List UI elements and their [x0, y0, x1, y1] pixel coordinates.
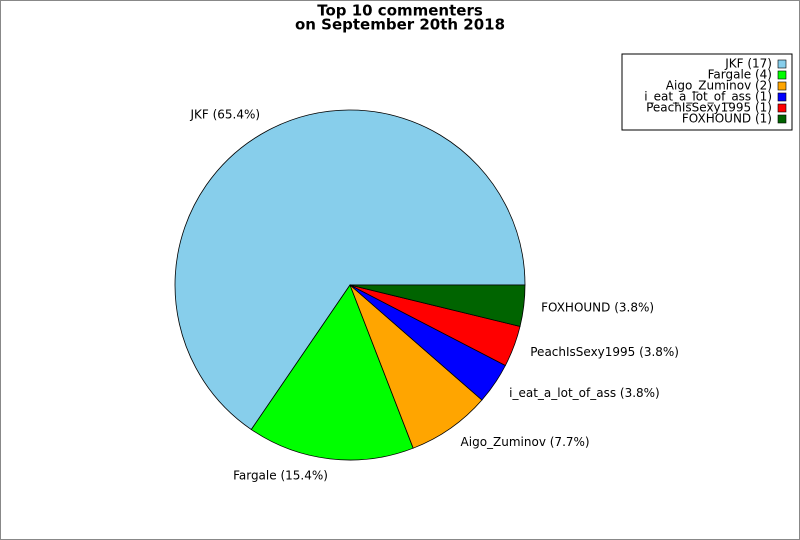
- legend-swatch: [777, 70, 787, 80]
- legend-swatch: [777, 81, 787, 91]
- legend-swatch: [777, 59, 787, 69]
- legend-swatch: [777, 92, 787, 102]
- pie-slice: [250, 284, 414, 461]
- pie-slice: [174, 109, 526, 431]
- legend-label: JKF (17): [724, 57, 772, 71]
- slice-label: i_eat_a_lot_of_ass (3.8%): [509, 386, 660, 400]
- chart-title: Top 10 commenters: [317, 2, 483, 20]
- slice-label: PeachIsSexy1995 (3.8%): [530, 345, 679, 359]
- legend-box: [621, 53, 793, 131]
- slice-label: Aigo_Zuminov (7.7%): [461, 435, 590, 449]
- legend-label: FOXHOUND (1): [682, 112, 772, 126]
- legend-label: Aigo_Zuminov (2): [666, 79, 772, 93]
- legend-label: Fargale (4): [708, 68, 772, 82]
- slice-label: FOXHOUND (3.8%): [541, 300, 654, 314]
- pie-slice: [349, 284, 526, 327]
- legend-label: PeachIsSexy1995 (1): [646, 101, 772, 115]
- slice-label: Fargale (15.4%): [233, 469, 328, 483]
- slice-label: JKF (65.4%): [189, 107, 260, 121]
- chart-subtitle: on September 20th 2018: [295, 16, 505, 34]
- legend-label: i_eat_a_lot_of_ass (1): [644, 90, 772, 104]
- legend-swatch: [777, 103, 787, 113]
- legend-swatch: [777, 114, 787, 124]
